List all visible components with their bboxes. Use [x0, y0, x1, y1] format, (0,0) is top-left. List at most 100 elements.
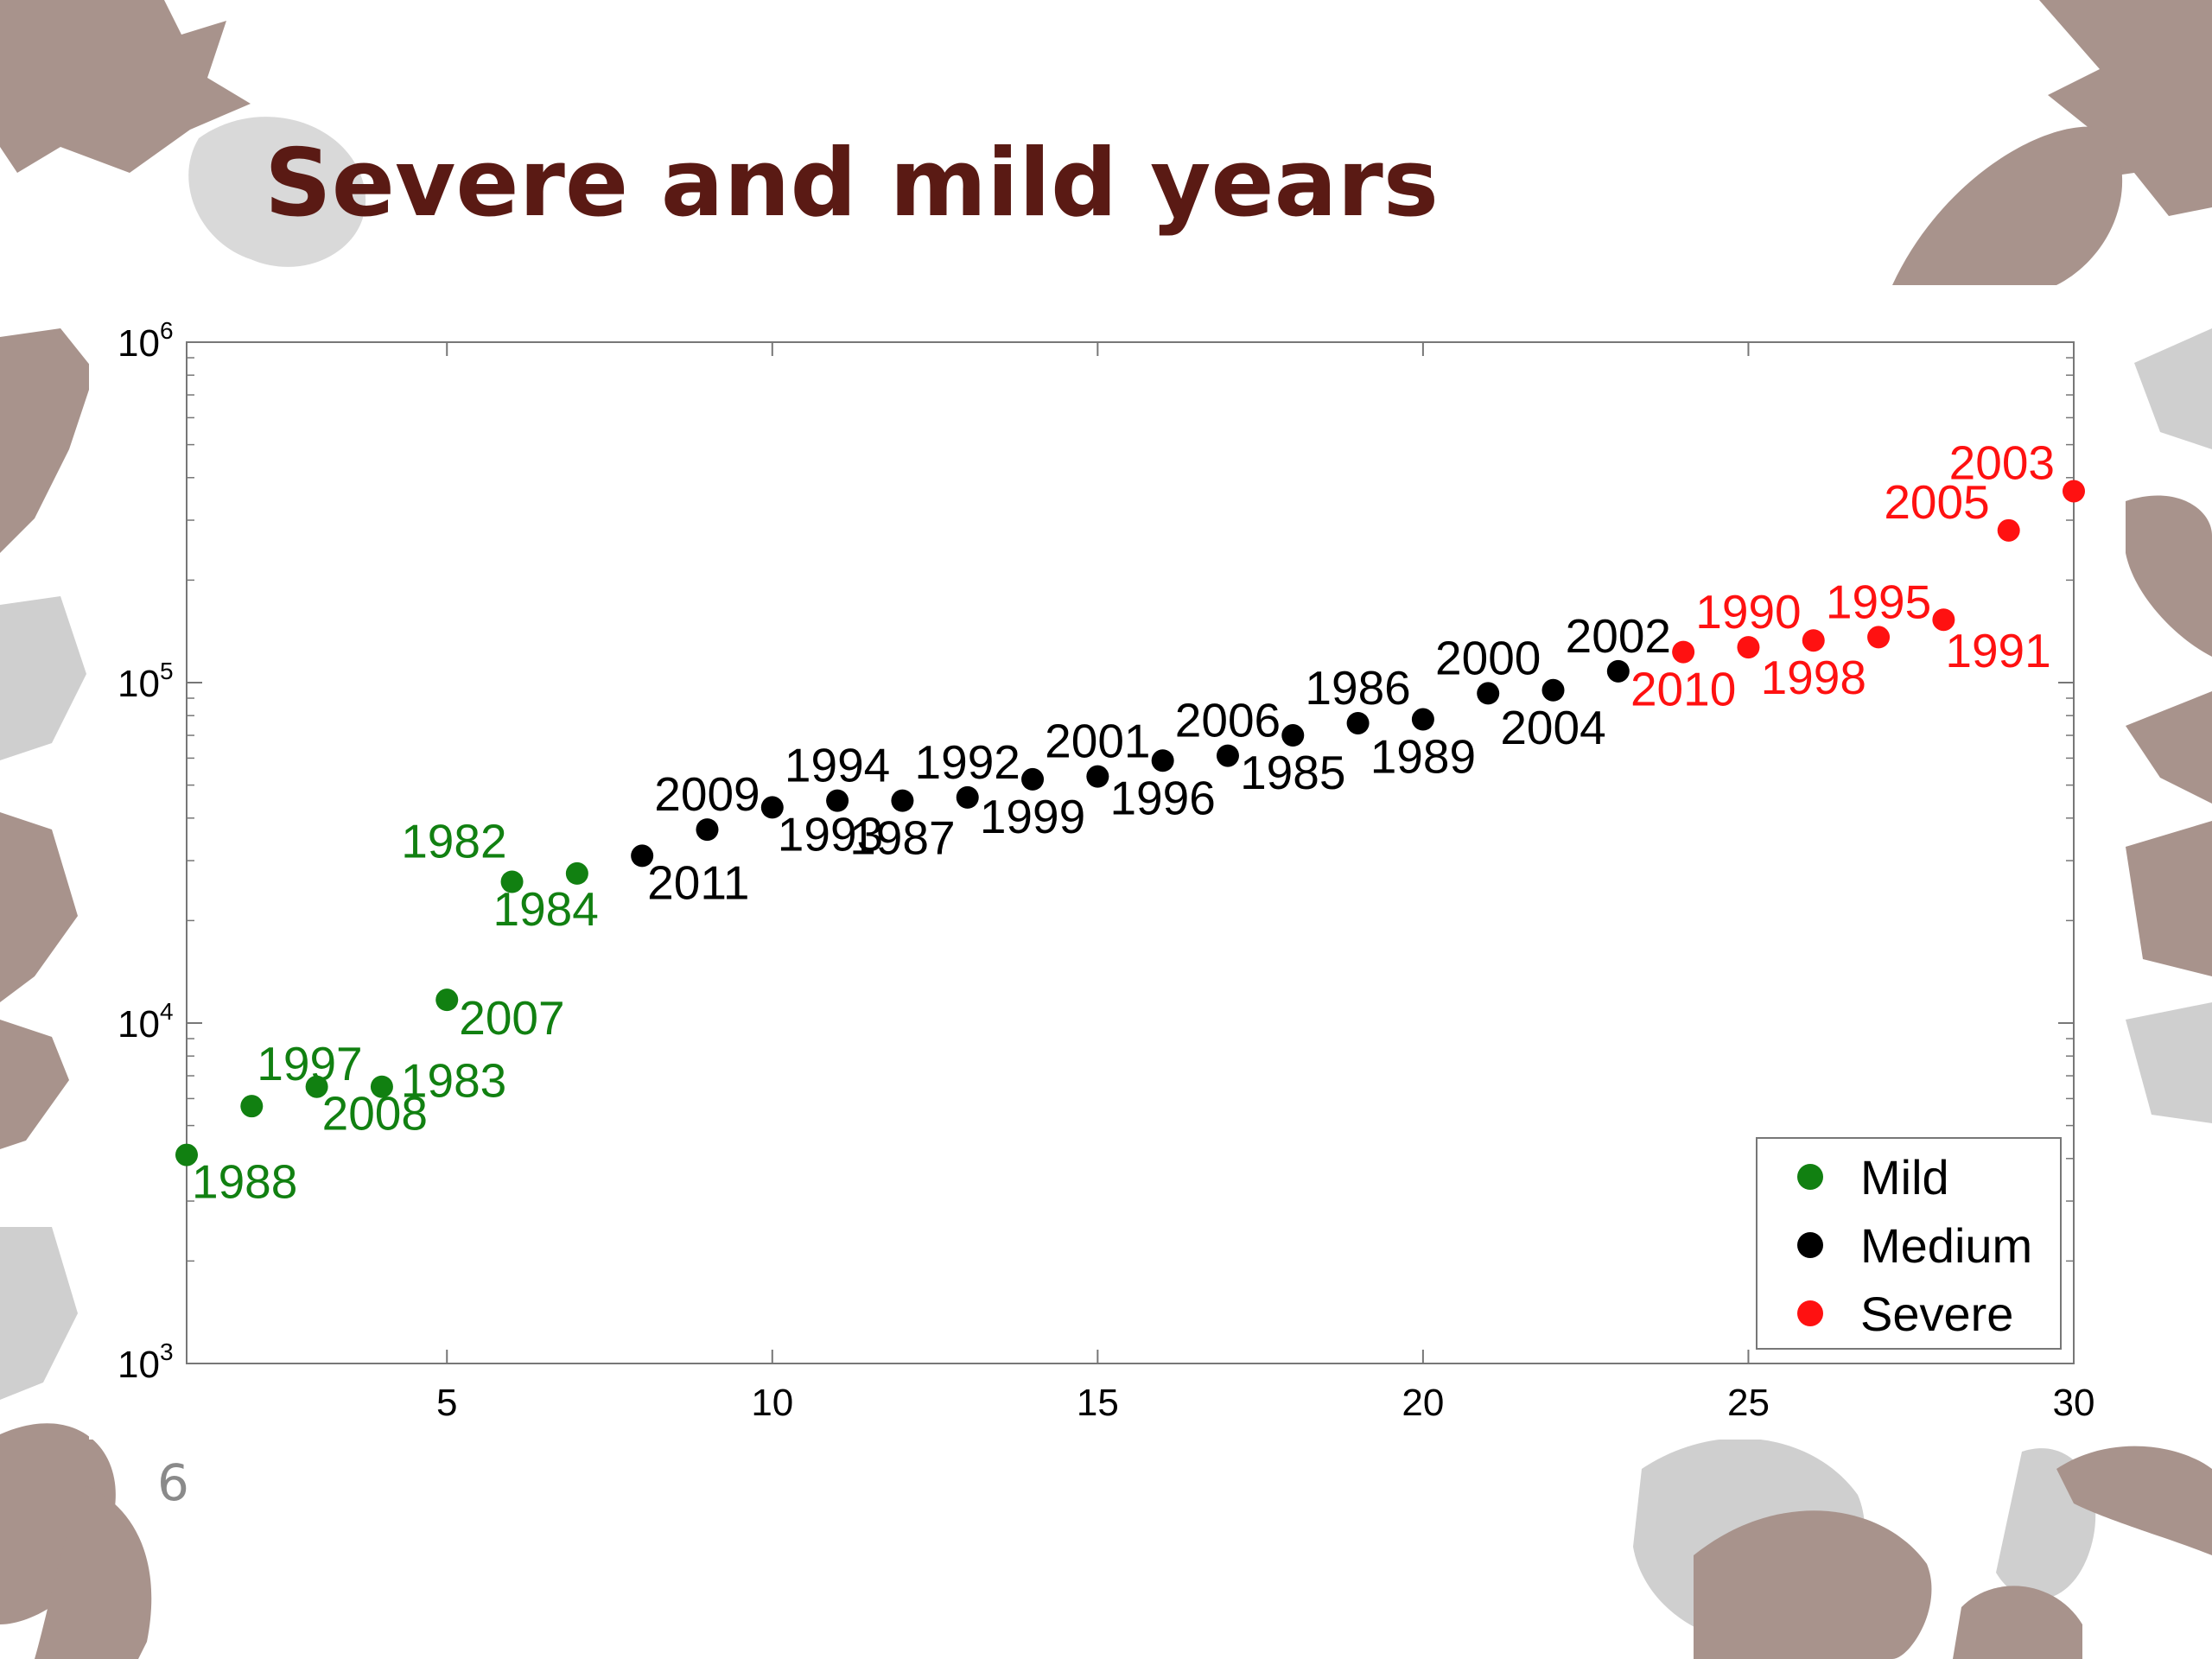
leaf-left-mid — [0, 328, 95, 1149]
y-tick-base: 10 — [118, 663, 160, 705]
y-tick-base: 10 — [118, 1344, 160, 1386]
slide-number: 6 — [157, 1453, 189, 1512]
mild-point — [240, 1095, 264, 1118]
severe-point-label: 2003 — [1949, 435, 2055, 489]
slide-title: Severe and mild years — [264, 130, 1440, 238]
leaf-top-left-light — [188, 117, 366, 267]
medium-point-label: 2000 — [1435, 631, 1541, 684]
x-tick-label: 15 — [1077, 1382, 1119, 1424]
severe-point-label: 2010 — [1630, 663, 1736, 716]
legend: Mild Medium Severe — [1756, 1137, 2062, 1350]
severe-point — [1932, 608, 1955, 632]
x-tick-label: 30 — [2053, 1382, 2095, 1424]
mild-point — [565, 861, 588, 885]
severe-point — [1867, 626, 1891, 649]
mild-point-label: 1988 — [192, 1155, 297, 1209]
mild-point-label: 2008 — [322, 1087, 428, 1141]
y-tick-base: 10 — [118, 1003, 160, 1046]
leaf-bottom-left — [0, 1423, 152, 1659]
mild-point-label: 1984 — [493, 882, 599, 936]
leaf-right-light — [2126, 328, 2212, 1123]
legend-label-medium: Medium — [1860, 1218, 2032, 1273]
leaf-top-left — [0, 0, 251, 173]
y-tick-exponent: 5 — [160, 658, 174, 684]
medium-point — [1021, 767, 1045, 791]
mild-point — [370, 1075, 393, 1098]
severe-point — [1672, 640, 1695, 664]
severe-point — [1997, 518, 2020, 542]
x-tick-label: 5 — [436, 1382, 457, 1424]
severe-point-label: 1995 — [1826, 575, 1931, 628]
y-tick-base: 10 — [118, 322, 160, 365]
y-tick-exponent: 4 — [160, 998, 174, 1025]
medium-point — [1477, 682, 1500, 705]
medium-point — [1346, 711, 1370, 734]
medium-point-label: 2006 — [1175, 694, 1281, 747]
leaf-right-mid — [2126, 495, 2212, 976]
chart-panel: 5 10 15 20 25 30 103 104 105 106 1988 1997 2008 1983… — [89, 286, 2123, 1440]
severe-point-label: 1991 — [1945, 624, 2050, 677]
severe-point-label: 1998 — [1761, 651, 1866, 704]
legend-marker-mild — [1797, 1164, 1823, 1190]
mild-point-label: 2007 — [459, 991, 564, 1045]
mild-point — [500, 870, 524, 893]
medium-point — [1151, 749, 1174, 772]
medium-point-label: 1993 — [778, 807, 883, 861]
medium-point-label: 2011 — [647, 855, 749, 909]
mild-point-label: 1982 — [401, 815, 506, 868]
medium-point — [1086, 765, 1109, 788]
mild-point — [175, 1143, 198, 1166]
leaf-bottom-right — [1633, 1438, 2212, 1659]
severe-point — [2063, 480, 2085, 503]
medium-point — [696, 818, 719, 842]
medium-point-label: 1985 — [1240, 746, 1345, 799]
medium-point-label: 1992 — [915, 735, 1020, 789]
severe-point — [1737, 636, 1760, 659]
x-tick-label: 20 — [1402, 1382, 1444, 1424]
medium-point-label: 2002 — [1566, 609, 1671, 663]
medium-point-label: 2004 — [1500, 701, 1605, 754]
mild-point — [435, 988, 459, 1012]
mild-point-label: 1983 — [401, 1054, 506, 1108]
severe-point — [1802, 629, 1825, 652]
x-tick-label: 25 — [1727, 1382, 1770, 1424]
medium-point — [891, 789, 914, 812]
severe-point-label: 1990 — [1695, 585, 1801, 639]
y-tick-label: 105 — [118, 658, 174, 705]
medium-point-label: 2009 — [654, 767, 760, 821]
legend-label-severe: Severe — [1860, 1287, 2013, 1341]
medium-point-label: 1996 — [1109, 771, 1215, 824]
medium-point — [1606, 659, 1630, 683]
medium-point-label: 1986 — [1305, 661, 1410, 715]
medium-point — [631, 844, 654, 868]
medium-point-label: 1994 — [785, 739, 890, 792]
mild-point — [305, 1075, 328, 1098]
medium-point-label: 1987 — [849, 811, 955, 865]
y-tick-exponent: 6 — [160, 317, 174, 344]
medium-point — [1411, 708, 1434, 731]
medium-point-label: 1999 — [980, 790, 1085, 843]
medium-point-label: 1989 — [1370, 730, 1476, 784]
medium-point — [1281, 724, 1305, 747]
medium-point — [956, 785, 979, 809]
y-tick-label: 106 — [118, 317, 174, 365]
x-tick-label: 10 — [751, 1382, 793, 1424]
medium-point — [760, 796, 784, 819]
y-tick-label: 104 — [118, 998, 174, 1046]
plot-frame — [186, 341, 2075, 1364]
legend-marker-severe — [1797, 1300, 1823, 1326]
medium-point-label: 2001 — [1045, 715, 1150, 768]
y-tick-label: 103 — [118, 1338, 174, 1386]
medium-point — [1216, 744, 1239, 767]
medium-point — [1541, 678, 1565, 702]
legend-label-mild: Mild — [1860, 1150, 1949, 1205]
leaf-left-light — [0, 596, 86, 1400]
legend-marker-medium — [1797, 1232, 1823, 1258]
y-tick-exponent: 3 — [160, 1338, 174, 1365]
medium-point — [826, 789, 849, 812]
severe-point-label: 2005 — [1884, 475, 1989, 529]
